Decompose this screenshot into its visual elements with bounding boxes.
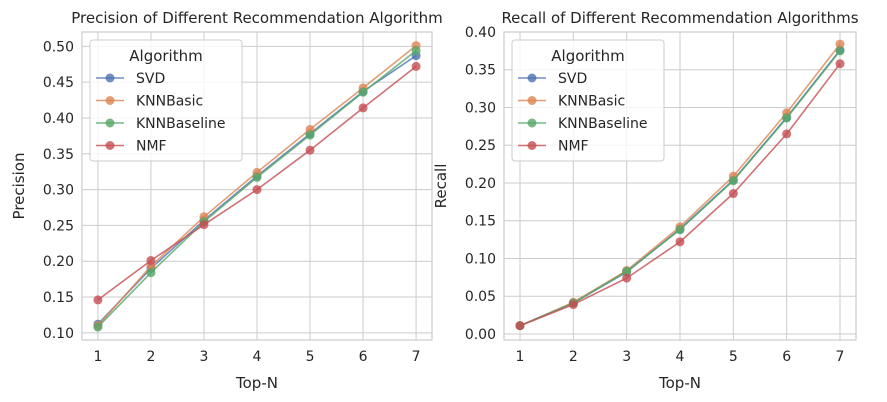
data-point-nmf	[358, 103, 368, 113]
y-tick-label: 0.10	[43, 326, 74, 342]
x-tick-label: 5	[306, 349, 315, 365]
y-tick-label: 0.40	[43, 111, 74, 127]
y-tick-label: 0.50	[43, 39, 74, 55]
chart-title: Recall of Different Recommendation Algor…	[501, 9, 858, 27]
legend-label-nmf: NMF	[558, 139, 589, 155]
y-tick-label: 0.45	[43, 75, 74, 91]
y-tick-label: 0.15	[465, 214, 496, 230]
data-point-knnbaseline	[675, 225, 685, 235]
data-point-knnbaseline	[146, 268, 156, 278]
x-tick-label: 4	[676, 349, 685, 365]
y-tick-label: 0.15	[43, 290, 74, 306]
y-axis-label: Precision	[10, 153, 28, 220]
legend-marker-svd	[105, 73, 115, 83]
data-point-nmf	[728, 189, 738, 199]
x-tick-label: 3	[200, 349, 209, 365]
data-point-knnbaseline	[252, 172, 262, 182]
data-point-nmf	[568, 300, 578, 310]
data-point-nmf	[252, 185, 262, 195]
x-tick-label: 2	[146, 349, 155, 365]
x-tick-label: 2	[569, 349, 578, 365]
y-tick-label: 0.40	[465, 25, 496, 41]
y-tick-label: 0.20	[43, 254, 74, 270]
y-tick-label: 0.30	[43, 183, 74, 199]
data-point-knnbaseline	[358, 87, 368, 97]
recall-chart: 0.00 0.05 0.10 0.15 0.20 0.25 0.30 0.35 0.40 1 2 3 4…	[432, 9, 859, 392]
y-tick-label: 0.10	[465, 251, 496, 267]
y-tick-label: 0.00	[465, 327, 496, 343]
data-point-nmf	[622, 273, 632, 283]
data-point-knnbaseline	[411, 46, 421, 56]
data-point-nmf	[675, 237, 685, 247]
legend: Algorithm SVD KNNBasic KNNBaseline NMF	[89, 39, 243, 162]
y-tick-label: 0.20	[465, 176, 496, 192]
legend-title: Algorithm	[129, 47, 202, 65]
data-point-nmf	[782, 129, 792, 139]
chart-title: Precision of Different Recommendation Al…	[71, 9, 442, 27]
legend-label-knnbaseline: KNNBaseline	[136, 116, 225, 132]
data-point-knnbaseline	[728, 176, 738, 186]
legend-marker-nmf	[105, 141, 115, 150]
legend-marker-knnbaseline	[105, 118, 115, 128]
data-point-nmf	[93, 295, 103, 305]
plot-frame	[81, 31, 433, 341]
legend-label-svd: SVD	[558, 71, 587, 87]
x-tick-label: 6	[359, 349, 368, 365]
legend-label-svd: SVD	[136, 71, 165, 87]
data-point-knnbaseline	[622, 266, 632, 276]
legend-label-knnbaseline: KNNBaseline	[558, 116, 647, 132]
data-point-knnbaseline	[93, 322, 103, 332]
precision-chart: 0.10 0.15 0.20 0.25 0.30 0.35 0.40 0.45 0.50 1 2 3 4…	[10, 9, 443, 392]
x-tick-label: 5	[729, 349, 738, 365]
data-point-nmf	[835, 59, 845, 69]
plot-frame	[503, 31, 857, 341]
legend-marker-knnbasic	[105, 96, 115, 105]
data-point-knnbaseline	[835, 46, 845, 56]
y-tick-label: 0.30	[465, 100, 496, 116]
x-tick-label: 4	[253, 349, 262, 365]
y-tick-label: 0.35	[43, 147, 74, 163]
x-tick-label: 1	[93, 349, 102, 365]
x-tick-label: 3	[622, 349, 631, 365]
legend: Algorithm SVD KNNBasic KNNBaseline NMF	[511, 39, 665, 162]
legend-marker-knnbaseline	[527, 118, 537, 128]
legend-label-knnbasic: KNNBasic	[136, 94, 203, 110]
y-tick-label: 0.35	[465, 63, 496, 79]
x-tick-label: 7	[412, 349, 421, 365]
x-axis-label: Top-N	[658, 374, 701, 392]
data-point-knnbaseline	[782, 113, 792, 123]
data-point-nmf	[146, 255, 156, 265]
legend-box	[511, 39, 665, 162]
y-tick-label: 0.25	[465, 138, 496, 154]
legend-label-nmf: NMF	[136, 139, 167, 155]
data-point-nmf	[515, 321, 525, 331]
y-axis-label: Recall	[432, 164, 450, 209]
x-tick-label: 7	[836, 349, 845, 365]
data-point-nmf	[305, 145, 315, 155]
y-tick-label: 0.25	[43, 218, 74, 234]
legend-marker-svd	[527, 73, 537, 83]
data-point-knnbasic	[835, 39, 845, 49]
legend-marker-nmf	[527, 141, 537, 150]
x-tick-label: 1	[516, 349, 525, 365]
legend-title: Algorithm	[551, 47, 624, 65]
data-point-knnbaseline	[305, 130, 315, 140]
legend-box	[89, 39, 243, 162]
data-point-nmf	[199, 220, 209, 230]
x-axis-label: Top-N	[235, 374, 278, 392]
y-tick-label: 0.05	[465, 289, 496, 305]
legend-label-knnbasic: KNNBasic	[558, 94, 625, 110]
data-point-nmf	[411, 61, 421, 71]
x-tick-label: 6	[782, 349, 791, 365]
legend-marker-knnbasic	[527, 96, 537, 105]
